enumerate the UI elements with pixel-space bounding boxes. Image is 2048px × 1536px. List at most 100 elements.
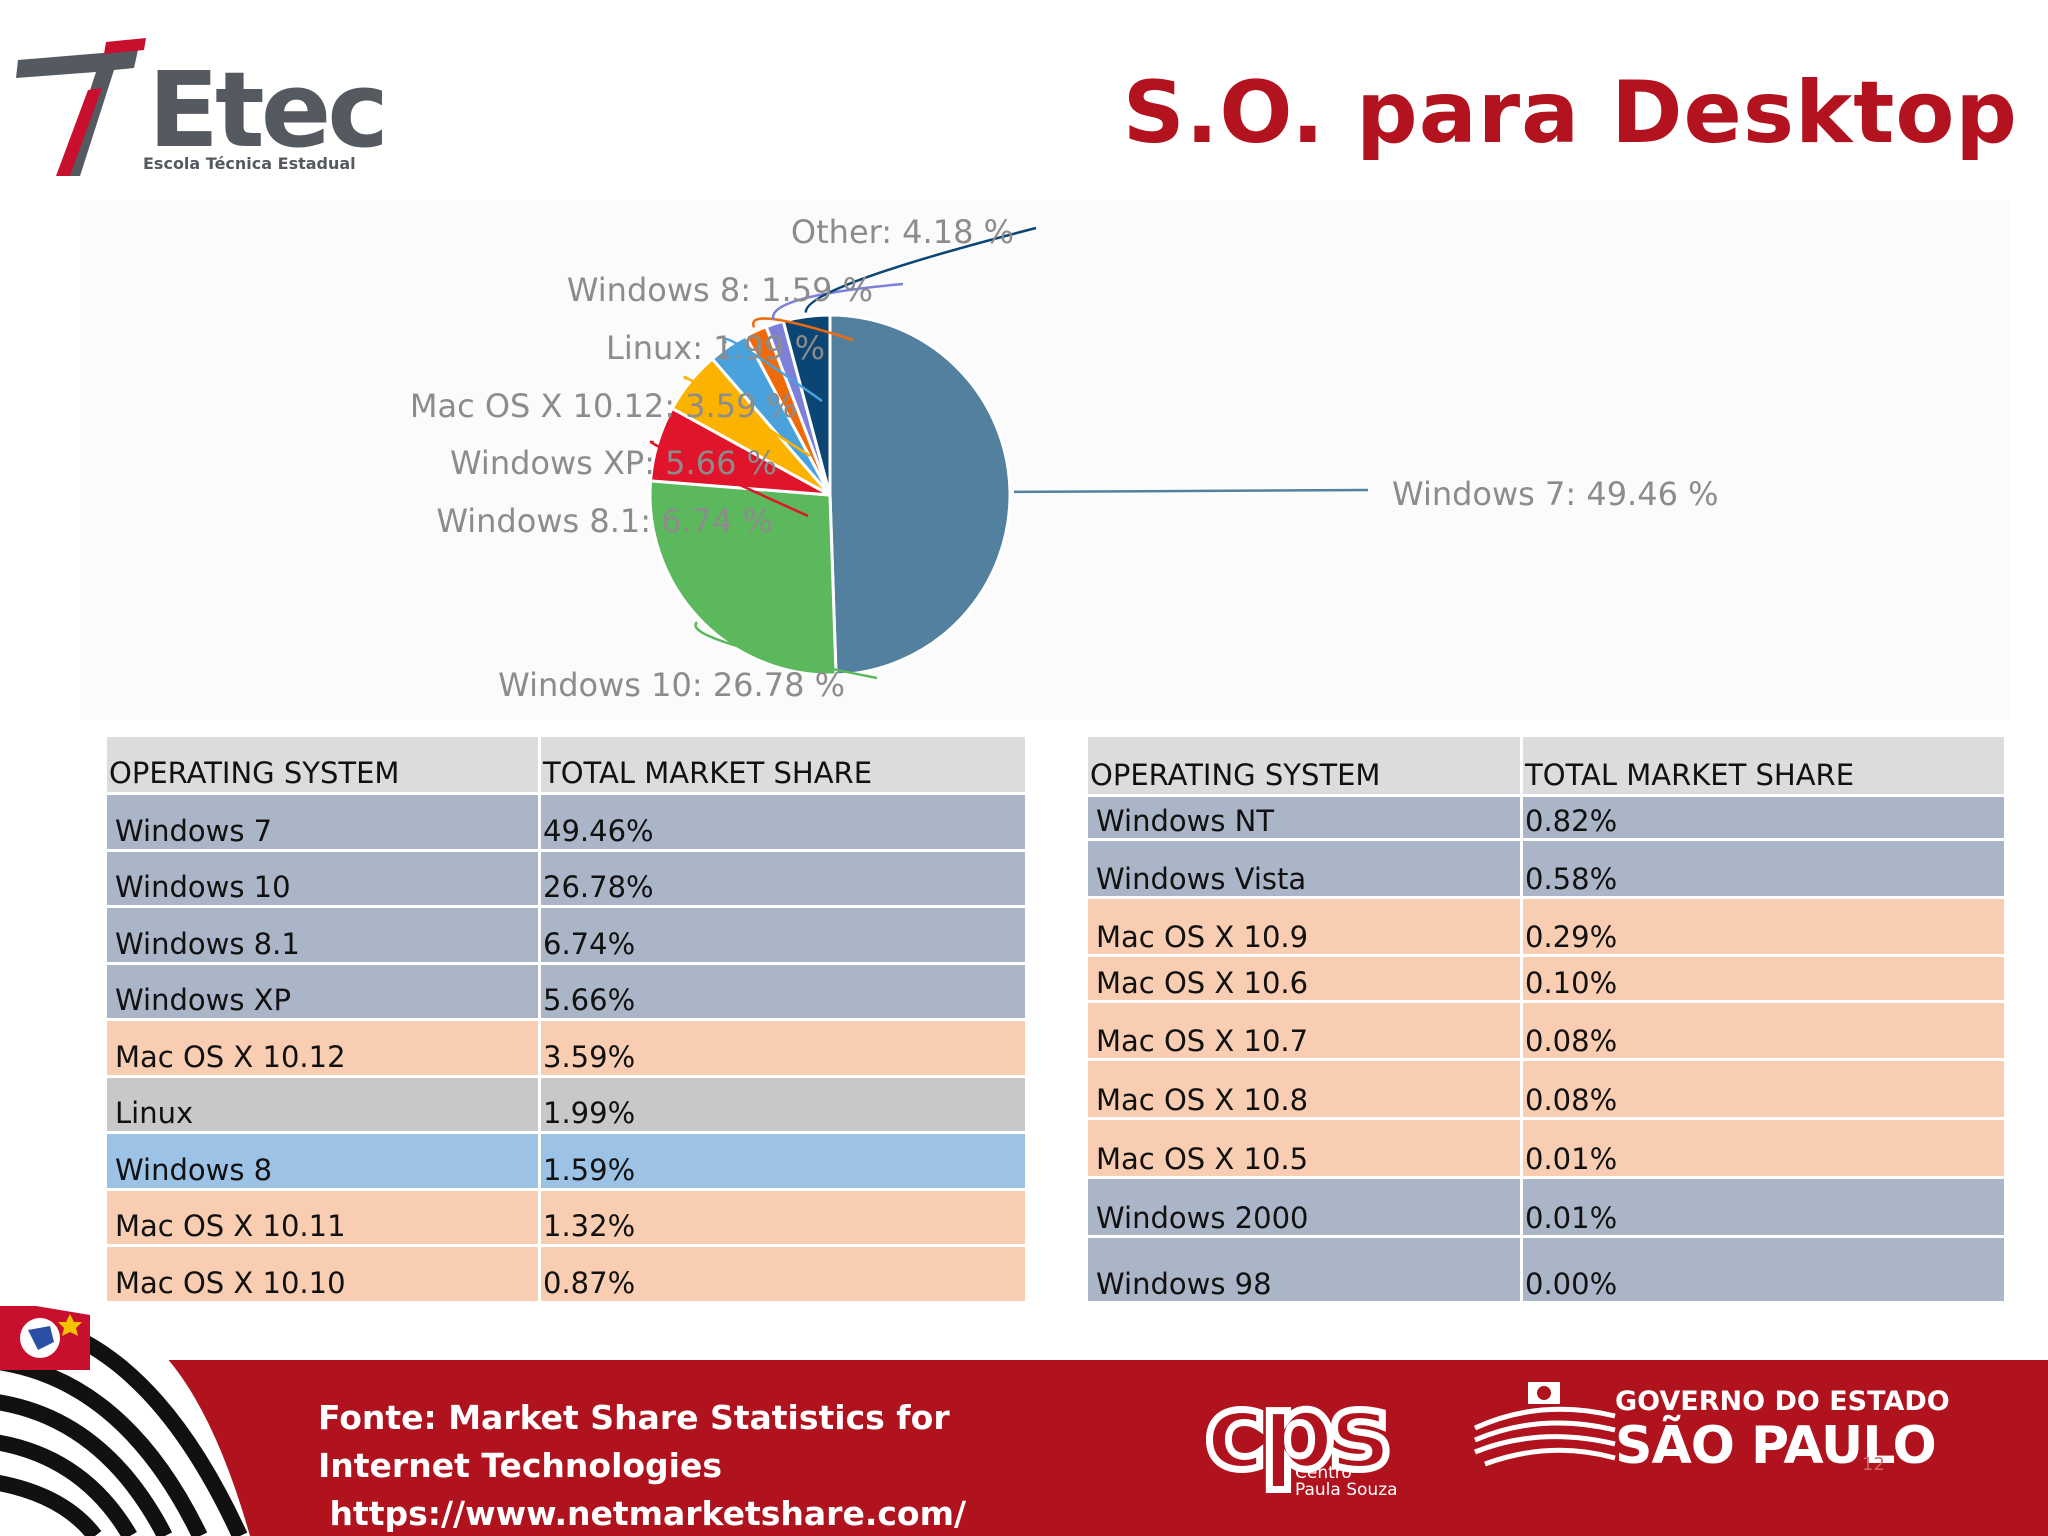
share-cell: 5.66%: [538, 961, 1028, 1021]
table-row: Windows Vista 0.58%: [1085, 838, 2007, 899]
os-cell: Mac OS X 10.10: [104, 1244, 541, 1304]
market-share-table-left: OPERATING SYSTEM TOTAL MARKET SHARE Wind…: [104, 734, 1028, 1304]
share-cell: 0.08%: [1520, 1058, 2007, 1120]
table-row: Windows 98 0.00%: [1085, 1235, 2007, 1304]
governo-sp-logo: GOVERNO DO ESTADO SÃO PAULO: [1470, 1378, 2030, 1488]
table-row: Mac OS X 10.11 1.32%: [104, 1187, 1028, 1247]
share-cell: 0.10%: [1520, 954, 2007, 1003]
table-row: Windows 8.1 6.74%: [104, 905, 1028, 965]
governo-sp-emblem-icon: [1473, 1382, 1616, 1467]
footer-band: [0, 1360, 2048, 1536]
table-row: Windows 10 26.78%: [104, 848, 1028, 908]
os-cell: Windows 10: [104, 848, 541, 908]
leader-line: [683, 375, 811, 458]
os-cell: Mac OS X 10.12: [104, 1018, 541, 1078]
table-row: Mac OS X 10.6 0.10%: [1085, 954, 2007, 1003]
leader-line: [649, 440, 809, 518]
header-operating-system: OPERATING SYSTEM: [104, 734, 541, 795]
share-cell: 3.59%: [538, 1018, 1028, 1078]
os-cell: Windows 2000: [1085, 1176, 1523, 1238]
os-cell: Windows 98: [1085, 1235, 1523, 1304]
share-cell: 1.99%: [538, 1074, 1028, 1134]
data-label: Windows XP: 5.66 %: [450, 444, 777, 482]
os-cell: Mac OS X 10.8: [1085, 1058, 1523, 1120]
source-url-link[interactable]: https://www.netmarketshare.com/: [318, 1494, 967, 1533]
pie-slice-windows-7: [828, 313, 1012, 677]
share-cell: 0.82%: [1520, 794, 2007, 841]
data-label: Windows 10: 26.78 %: [498, 666, 845, 704]
table-row: Mac OS X 10.12 3.59%: [104, 1018, 1028, 1078]
table-row: Windows NT 0.82%: [1085, 794, 2007, 841]
market-share-table-right: OPERATING SYSTEM TOTAL MARKET SHARE Wind…: [1085, 734, 2007, 1304]
table-row: Windows XP 5.66%: [104, 961, 1028, 1021]
table-row: Mac OS X 10.7 0.08%: [1085, 1000, 2007, 1061]
header-total-market-share: TOTAL MARKET SHARE: [538, 734, 1028, 795]
share-cell: 0.58%: [1520, 838, 2007, 899]
os-cell: Windows 7: [104, 792, 541, 852]
table-row: Linux 1.99%: [104, 1074, 1028, 1134]
os-cell: Mac OS X 10.7: [1085, 1000, 1523, 1061]
cps-logo-sub1: Centro: [1295, 1463, 1352, 1483]
os-cell: Windows NT: [1085, 794, 1523, 841]
data-label: Windows 8.1: 6.74 %: [436, 502, 773, 540]
os-cell: Mac OS X 10.5: [1085, 1117, 1523, 1179]
data-label: Other: 4.18 %: [791, 213, 1014, 251]
slide-title: S.O. para Desktop: [1122, 63, 2018, 163]
leader-line: [804, 226, 1037, 313]
etec-t-mark-icon: [16, 38, 146, 176]
share-cell: 0.29%: [1520, 896, 2007, 957]
share-cell: 6.74%: [538, 905, 1028, 965]
leader-line: [1013, 488, 1369, 494]
table-header-row: OPERATING SYSTEM TOTAL MARKET SHARE: [104, 734, 1028, 795]
os-cell: Windows 8: [104, 1131, 541, 1191]
data-label: Windows 7: 49.46 %: [1392, 475, 1719, 513]
os-cell: Linux: [104, 1074, 541, 1134]
os-cell: Mac OS X 10.6: [1085, 954, 1523, 1003]
pie-slice-windows-10: [648, 479, 838, 677]
share-cell: 0.01%: [1520, 1117, 2007, 1179]
cps-logo: cps Centro Paula Souza: [1205, 1378, 1398, 1498]
header-operating-system: OPERATING SYSTEM: [1085, 734, 1523, 797]
share-cell: 0.00%: [1520, 1235, 2007, 1304]
etec-logo: Etec Escola Técnica Estadual: [10, 28, 389, 188]
sao-paulo-flag-icon: [0, 1300, 250, 1536]
leader-line: [723, 337, 823, 403]
governo-line: GOVERNO DO ESTADO: [1615, 1386, 1950, 1417]
source-citation: Fonte: Market Share Statistics for Inter…: [318, 1394, 966, 1536]
share-cell: 49.46%: [538, 792, 1028, 852]
leader-line: [694, 621, 878, 680]
logo-wordmark: Etec: [148, 49, 389, 171]
leader-line: [771, 282, 904, 321]
cps-logo-word: cps: [1205, 1378, 1386, 1493]
table-row: Mac OS X 10.9 0.29%: [1085, 896, 2007, 957]
os-cell: Mac OS X 10.9: [1085, 896, 1523, 957]
data-label: Linux: 1.99 %: [606, 329, 825, 367]
source-line-2: Internet Technologies: [318, 1446, 723, 1485]
os-cell: Mac OS X 10.11: [104, 1187, 541, 1247]
table-row: Mac OS X 10.10 0.87%: [104, 1244, 1028, 1304]
logo-subtitle: Escola Técnica Estadual: [143, 154, 356, 173]
share-cell: 1.59%: [538, 1131, 1028, 1191]
cps-logo-sub2: Paula Souza: [1295, 1480, 1398, 1498]
share-cell: 0.87%: [538, 1244, 1028, 1304]
share-cell: 1.32%: [538, 1187, 1028, 1247]
source-line-1: Fonte: Market Share Statistics for: [318, 1398, 950, 1437]
page-number: 12: [1862, 1454, 1885, 1475]
share-cell: 0.01%: [1520, 1176, 2007, 1238]
table-row: Mac OS X 10.5 0.01%: [1085, 1117, 2007, 1179]
pie-chart: Windows 7: 49.46 % Windows 10: 26.78 % Win…: [80, 200, 2010, 720]
table-row: Windows 2000 0.01%: [1085, 1176, 2007, 1238]
sao-paulo-line: SÃO PAULO: [1615, 1416, 1937, 1476]
share-cell: 26.78%: [538, 848, 1028, 908]
table-row: Windows 8 1.59%: [104, 1131, 1028, 1191]
os-cell: Windows XP: [104, 961, 541, 1021]
table-row: Windows 7 49.46%: [104, 792, 1028, 852]
table-header-row: OPERATING SYSTEM TOTAL MARKET SHARE: [1085, 734, 2007, 797]
data-label: Windows 8: 1.59 %: [567, 271, 873, 309]
header-total-market-share: TOTAL MARKET SHARE: [1520, 734, 2007, 797]
share-cell: 0.08%: [1520, 1000, 2007, 1061]
os-cell: Windows 8.1: [104, 905, 541, 965]
data-label: Mac OS X 10.12: 3.59 %: [410, 387, 797, 425]
table-row: Mac OS X 10.8 0.08%: [1085, 1058, 2007, 1120]
os-cell: Windows Vista: [1085, 838, 1523, 899]
